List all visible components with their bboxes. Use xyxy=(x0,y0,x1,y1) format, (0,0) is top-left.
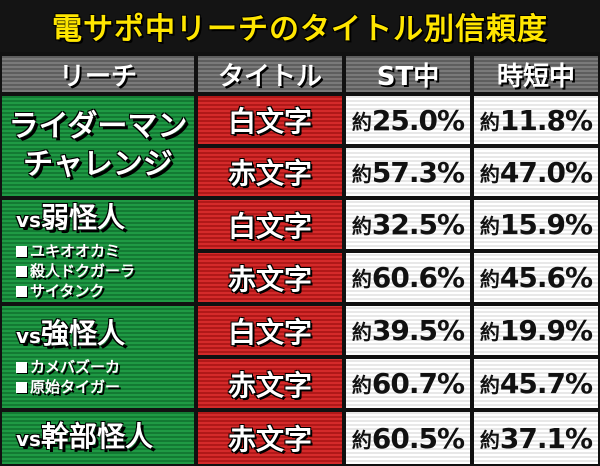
st-value: 約 60.7% xyxy=(344,357,472,410)
jitan-value: 約 47.0% xyxy=(472,146,600,198)
st-value: 約 60.6% xyxy=(344,251,472,304)
reach-name-line-2: チャレンジ xyxy=(23,147,173,182)
header-reach: リーチ xyxy=(0,54,196,94)
member-item: 原始タイガー xyxy=(16,377,125,397)
title-cell: 赤文字 xyxy=(196,251,344,304)
reach-name-line-1: ライダーマン xyxy=(8,109,188,144)
reach-name: ライダーマン チャレンジ xyxy=(9,108,188,184)
header-jitan: 時短中 xyxy=(472,54,600,94)
square-bullet-icon xyxy=(16,246,27,257)
st-value: 約 60.5% xyxy=(344,410,472,466)
reach-cell-riderman: ライダーマン チャレンジ xyxy=(0,94,196,198)
title-cell: 赤文字 xyxy=(196,146,344,198)
title-cell: 赤文字 xyxy=(196,357,344,410)
square-bullet-icon xyxy=(16,266,27,277)
st-value: 約 32.5% xyxy=(344,198,472,251)
reach-cell-vs-executive: vs幹部怪人 xyxy=(0,410,196,466)
square-bullet-icon xyxy=(16,286,27,297)
title-cell: 白文字 xyxy=(196,94,344,146)
member-list: ユキオオカミ 殺人ドクガーラ サイタンク xyxy=(16,241,135,301)
reach-name: vs弱怪人 ユキオオカミ 殺人ドクガーラ サイタンク xyxy=(16,201,135,301)
member-item: サイタンク xyxy=(16,281,135,301)
square-bullet-icon xyxy=(16,382,27,393)
st-value: 約 39.5% xyxy=(344,304,472,357)
header-st: ST中 xyxy=(344,54,472,94)
jitan-value: 約 19.9% xyxy=(472,304,600,357)
jitan-value: 約 45.7% xyxy=(472,357,600,410)
member-item: カメバズーカ xyxy=(16,357,125,377)
reach-cell-vs-weak: vs弱怪人 ユキオオカミ 殺人ドクガーラ サイタンク xyxy=(0,198,196,304)
title-cell: 白文字 xyxy=(196,198,344,251)
reach-cell-vs-strong: vs強怪人 カメバズーカ 原始タイガー xyxy=(0,304,196,410)
member-item: ユキオオカミ xyxy=(16,241,135,261)
header-title: タイトル xyxy=(196,54,344,94)
st-value: 約 57.3% xyxy=(344,146,472,198)
jitan-value: 約 11.8% xyxy=(472,94,600,146)
title-cell: 白文字 xyxy=(196,304,344,357)
st-value: 約 25.0% xyxy=(344,94,472,146)
member-list: カメバズーカ 原始タイガー xyxy=(16,357,125,397)
member-item: 殺人ドクガーラ xyxy=(16,261,135,281)
square-bullet-icon xyxy=(16,362,27,373)
reach-name-label: vs弱怪人 xyxy=(16,201,125,234)
jitan-value: 約 37.1% xyxy=(472,410,600,466)
jitan-value: 約 15.9% xyxy=(472,198,600,251)
reach-name: vs強怪人 カメバズーカ 原始タイガー xyxy=(16,317,125,397)
reach-name: vs幹部怪人 xyxy=(16,420,153,456)
title-cell: 赤文字 xyxy=(196,410,344,466)
reach-name-label: vs幹部怪人 xyxy=(16,420,153,453)
page-title: 電サポ中リーチのタイトル別信頼度 xyxy=(0,0,600,52)
reach-name-label: vs強怪人 xyxy=(16,317,125,350)
jitan-value: 約 45.6% xyxy=(472,251,600,304)
